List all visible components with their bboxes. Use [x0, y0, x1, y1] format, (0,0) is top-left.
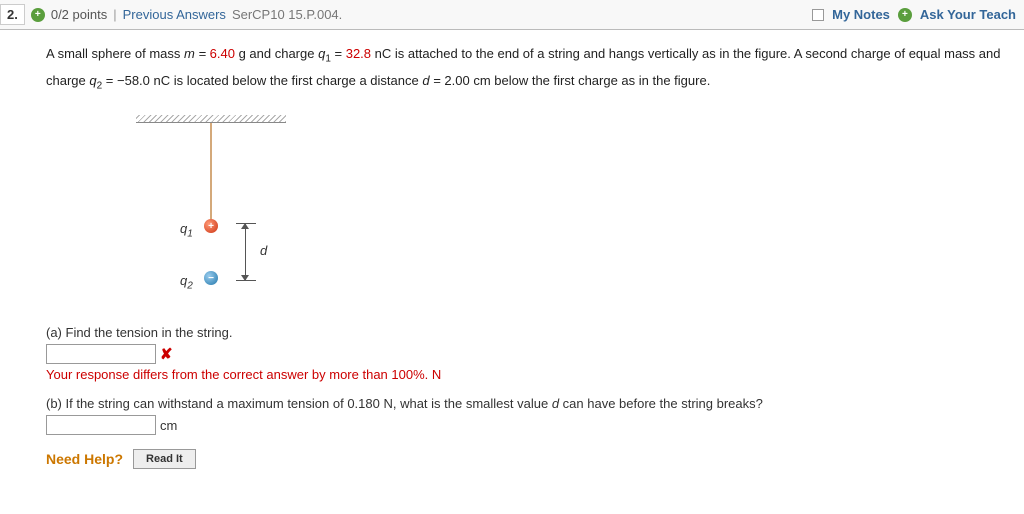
expand-icon[interactable]: +	[31, 8, 45, 22]
part-a-answer-row: ✘	[46, 344, 1004, 364]
divider: |	[113, 7, 116, 22]
text: cm below the first charge as in the figu…	[470, 73, 711, 88]
figure: q1 + q2 − d	[106, 115, 326, 305]
d-label: d	[260, 243, 267, 258]
need-help-label: Need Help?	[46, 451, 123, 467]
previous-answers-link[interactable]: Previous Answers	[123, 7, 226, 22]
q2-sym: q	[89, 73, 96, 88]
question-content: A small sphere of mass m = 6.40 g and ch…	[0, 30, 1024, 481]
my-notes-link[interactable]: My Notes	[832, 7, 890, 22]
ask-teacher-link[interactable]: Ask Your Teach	[920, 7, 1016, 22]
part-a-feedback: Your response differs from the correct a…	[46, 367, 1004, 382]
part-b-text: (b) If the string can withstand a maximu…	[46, 396, 1004, 411]
header-left: 2. + 0/2 points | Previous Answers SerCP…	[0, 4, 342, 25]
source-text: SerCP10 15.P.004.	[232, 7, 342, 22]
d-val: 2.00	[444, 73, 469, 88]
need-help-row: Need Help? Read It	[46, 449, 1004, 469]
ask-icon[interactable]: +	[898, 8, 912, 22]
charge2-icon: −	[204, 271, 218, 285]
text: A small sphere of mass	[46, 46, 184, 61]
charge1-icon: +	[204, 219, 218, 233]
part-a: (a) Find the tension in the string. ✘ Yo…	[46, 325, 1004, 382]
question-header: 2. + 0/2 points | Previous Answers SerCP…	[0, 0, 1024, 30]
part-b-answer-row: cm	[46, 415, 1004, 435]
q2-eq: =	[102, 73, 117, 88]
q1-eq: =	[331, 46, 346, 61]
ceiling	[136, 115, 286, 123]
question-number: 2.	[0, 4, 25, 25]
d-bracket	[236, 223, 256, 281]
part-b: (b) If the string can withstand a maximu…	[46, 396, 1004, 435]
q1-label: q1	[180, 221, 193, 240]
problem-text: A small sphere of mass m = 6.40 g and ch…	[46, 42, 1004, 95]
part-b-input[interactable]	[46, 415, 156, 435]
part-a-text: (a) Find the tension in the string.	[46, 325, 1004, 340]
q1-val: 32.8	[346, 46, 371, 61]
read-it-button[interactable]: Read It	[133, 449, 196, 469]
part-a-input[interactable]	[46, 344, 156, 364]
text: nC is located below the first charge a d…	[150, 73, 422, 88]
text: g and charge	[235, 46, 318, 61]
q2-label: q2	[180, 273, 193, 292]
d-eq: d =	[422, 73, 444, 88]
q2-val: −58.0	[117, 73, 150, 88]
incorrect-icon: ✘	[160, 345, 173, 363]
m-eq: m =	[184, 46, 210, 61]
header-right: My Notes + Ask Your Teach	[812, 7, 1016, 22]
part-b-unit: cm	[160, 418, 177, 433]
m-val: 6.40	[210, 46, 235, 61]
notes-checkbox[interactable]	[812, 9, 824, 21]
string	[210, 123, 212, 223]
points-text: 0/2 points	[51, 7, 107, 22]
